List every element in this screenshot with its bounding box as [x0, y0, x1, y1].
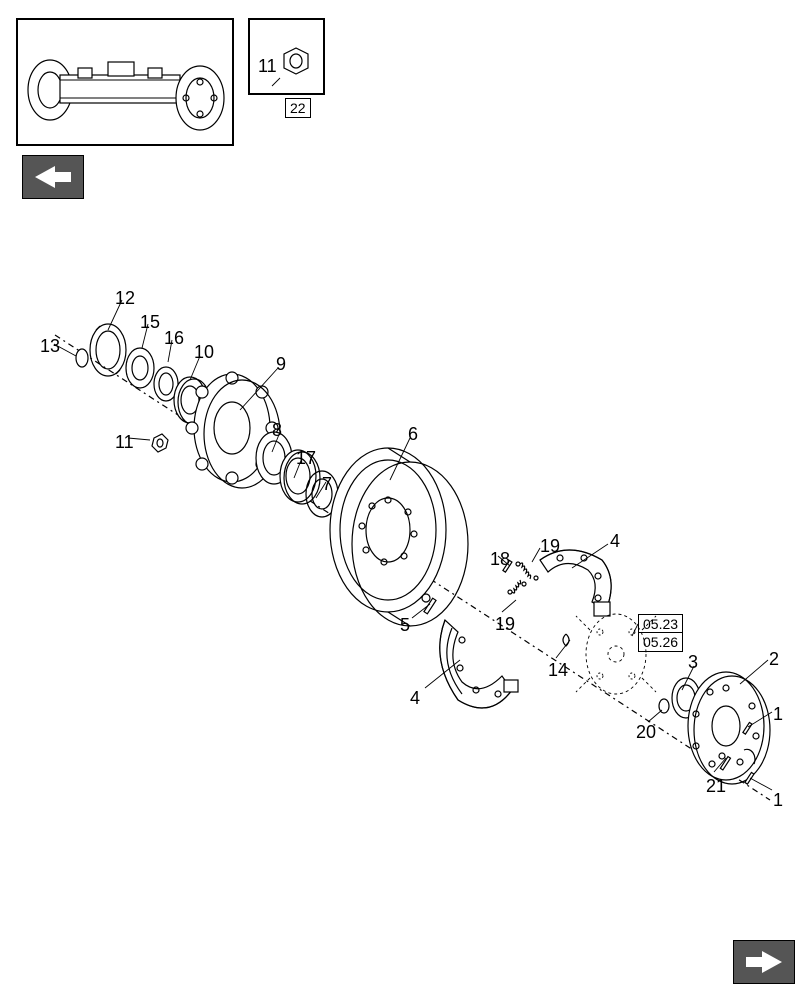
part-5-bolt	[422, 594, 436, 614]
part-12-ring	[90, 324, 126, 376]
callout-9: 9	[276, 354, 286, 375]
part-19-spring-upper	[516, 562, 538, 580]
callout-4b: 4	[410, 688, 420, 709]
part-15-nut	[126, 348, 154, 388]
callout-1b: 1	[773, 790, 783, 811]
callout-2: 2	[769, 649, 779, 670]
part-14-clip	[563, 634, 569, 646]
part-1-lower	[745, 772, 754, 784]
spider-carrier-ref	[576, 614, 656, 694]
callout-16: 16	[164, 328, 184, 349]
callout-12: 12	[115, 288, 135, 309]
callout-21: 21	[706, 776, 726, 797]
callout-19a: 19	[540, 536, 560, 557]
callout-18: 18	[490, 549, 510, 570]
callout-3: 3	[688, 652, 698, 673]
callout-17: 17	[296, 448, 316, 469]
part-4-shoe-upper	[540, 550, 611, 616]
callout-4a: 4	[610, 531, 620, 552]
exploded-diagram	[0, 0, 812, 1000]
callout-5: 5	[400, 615, 410, 636]
part-19-spring-lower	[508, 580, 526, 594]
callout-7: 7	[322, 474, 332, 495]
part-6-drum	[330, 448, 468, 626]
callout-1a: 1	[773, 704, 783, 725]
part-2-shield	[688, 672, 770, 784]
callout-10: 10	[194, 342, 214, 363]
callout-15: 15	[140, 312, 160, 333]
callout-20: 20	[636, 722, 656, 743]
callout-11: 11	[115, 432, 134, 453]
callout-19b: 19	[495, 614, 515, 635]
part-11-nut	[152, 434, 168, 452]
callout-14: 14	[548, 660, 568, 681]
callout-13: 13	[40, 336, 60, 357]
callout-8: 8	[272, 420, 282, 441]
part-13-cap	[76, 349, 88, 367]
callout-6: 6	[408, 424, 418, 445]
